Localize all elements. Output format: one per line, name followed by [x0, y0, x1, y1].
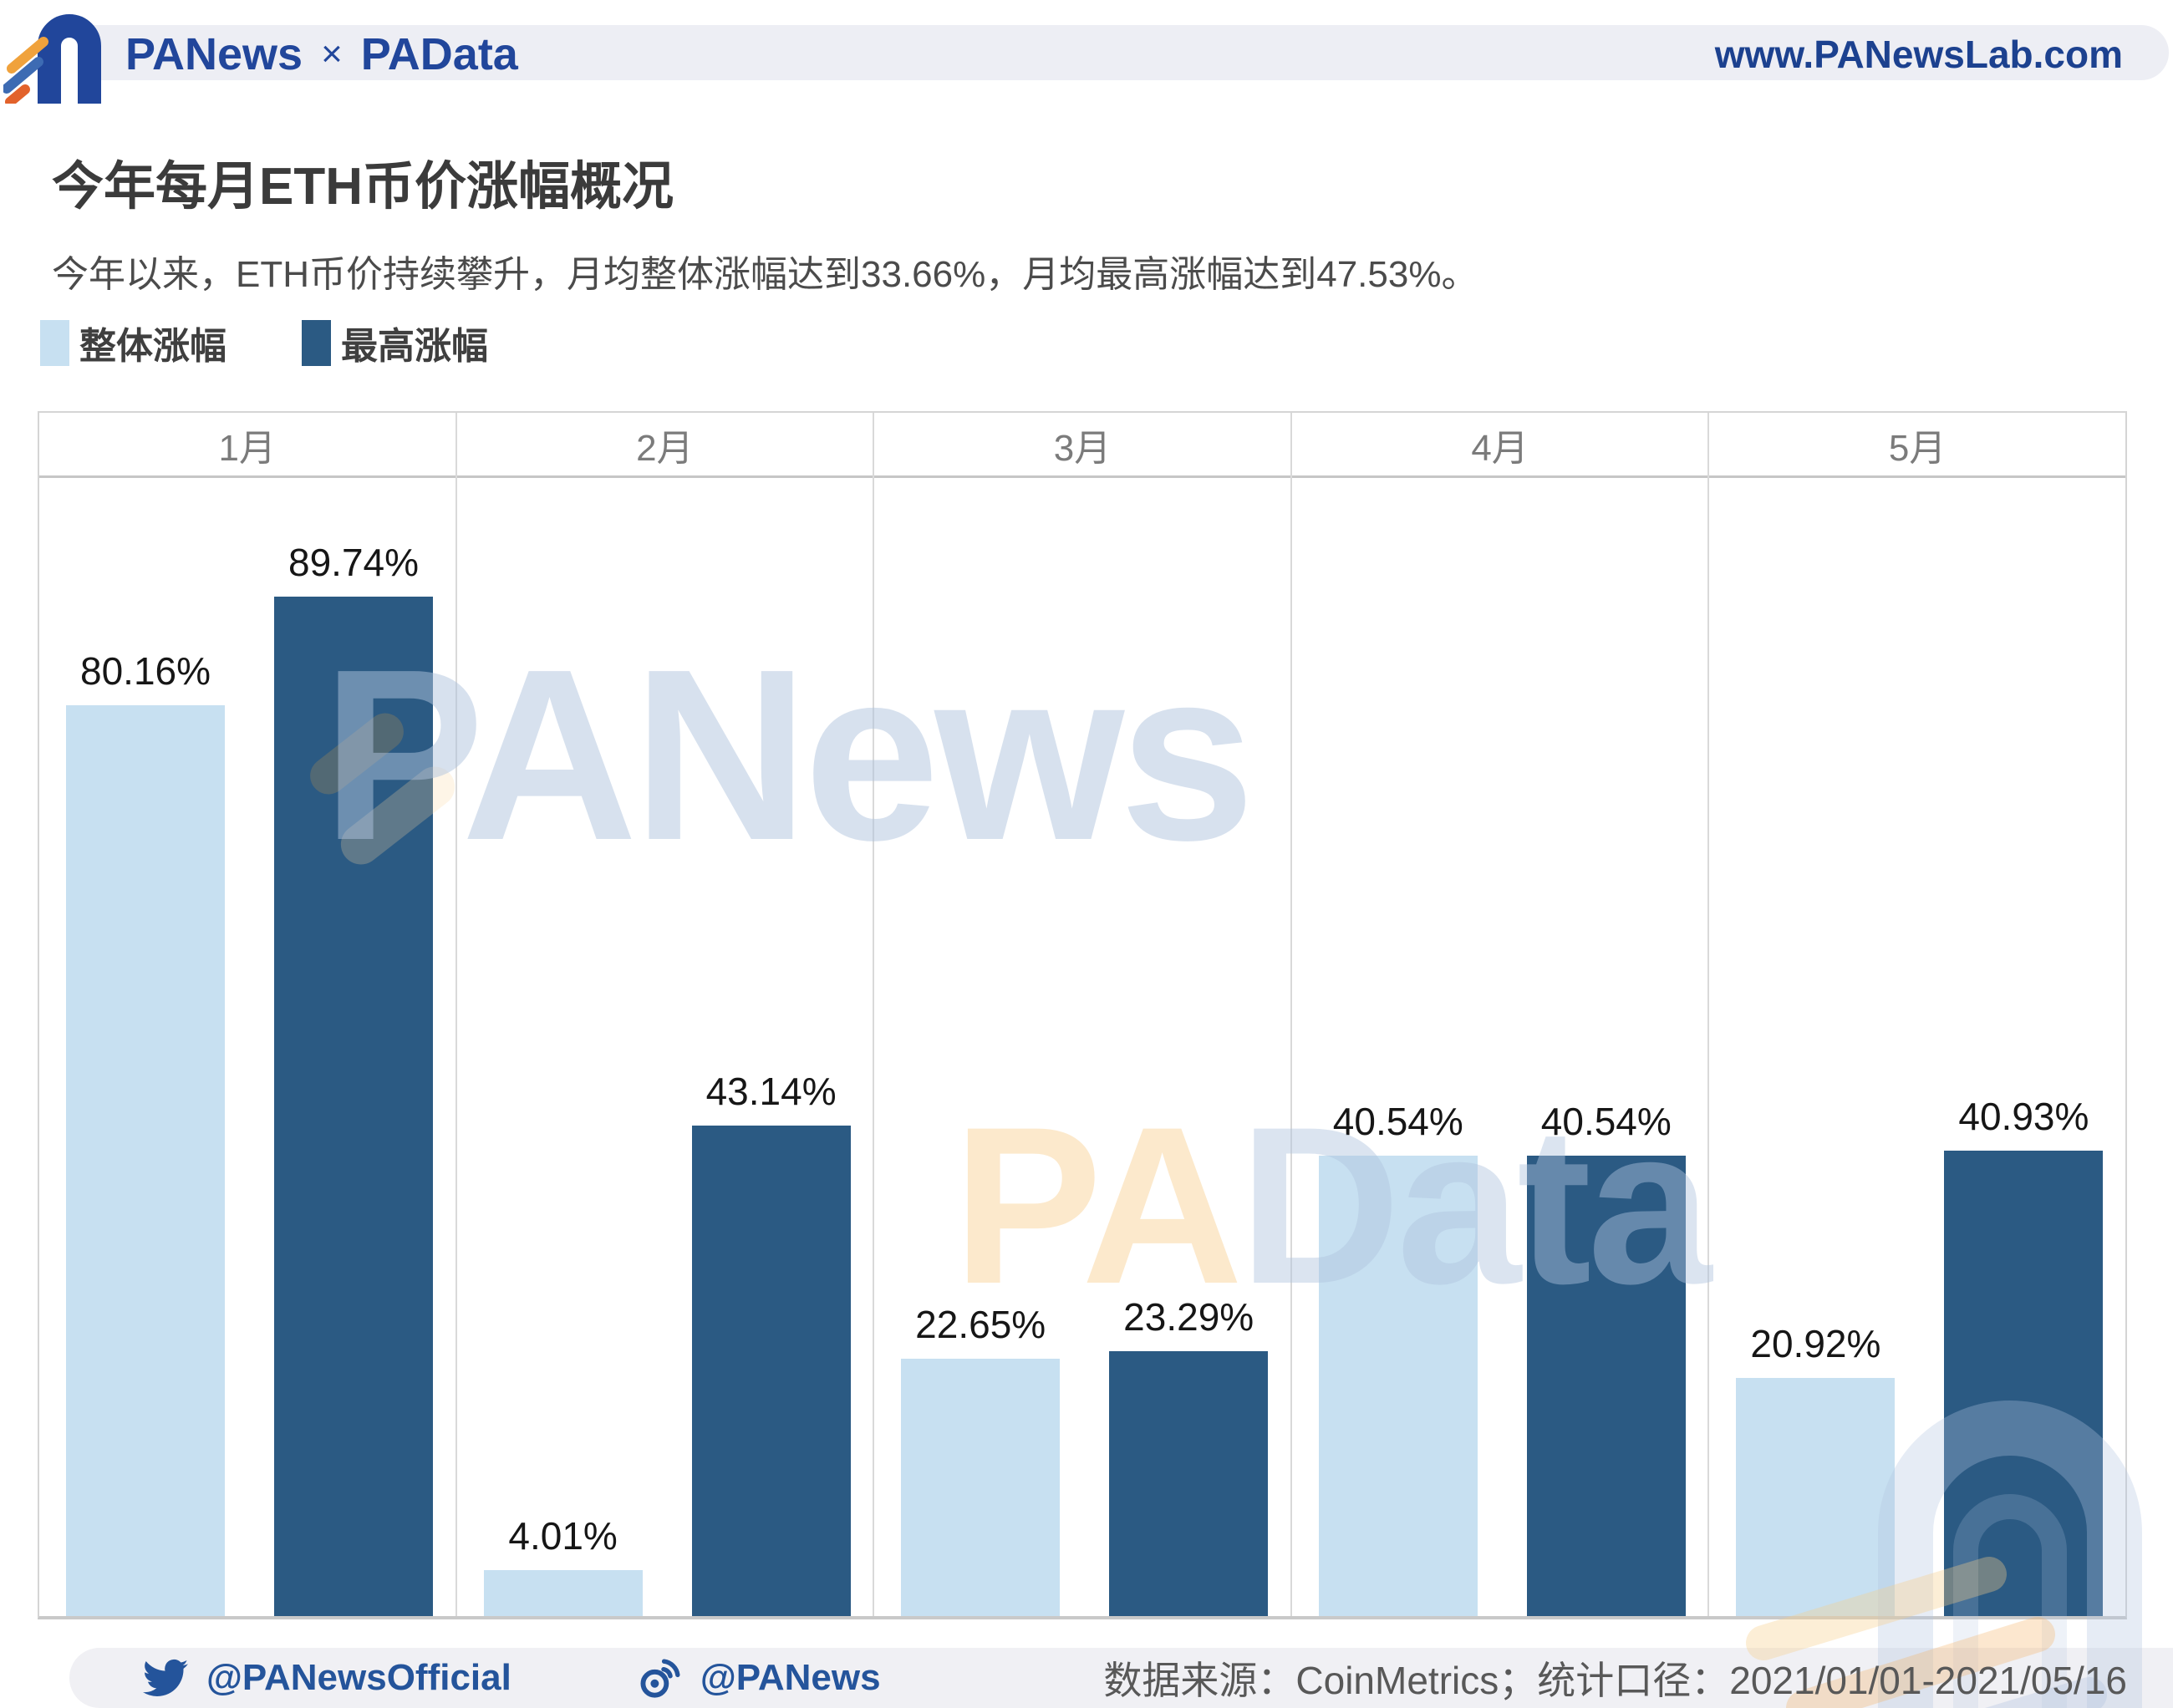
footer-content: @PANewsOfficial @PANews 数据来源：CoinMetrics… [69, 1648, 2173, 1708]
legend-swatch-overall [40, 319, 69, 366]
bar-overall-gain [66, 705, 225, 1616]
data-source-text: 数据来源：CoinMetrics；统计口径：2021/01/01-2021/05… [1103, 1659, 2127, 1702]
website-url: www.PANewsLab.com [1714, 33, 2123, 76]
bar-value-label: 4.01% [508, 1514, 618, 1558]
chart-frame: 1月 80.16% 89.74% 2月 4.01% 43.14% 3月 22.65% 23.29… [38, 411, 2127, 1619]
chart-legend: 整体涨幅 最高涨幅 [40, 316, 563, 369]
bar-overall-gain [901, 1359, 1061, 1616]
bar-value-label: 23.29% [1123, 1295, 1254, 1339]
legend-swatch-max [302, 319, 331, 366]
weibo-icon [640, 1659, 680, 1698]
month-plot: 80.16% 89.74% [39, 478, 455, 1616]
bar-overall-gain [1318, 1156, 1478, 1616]
page-title: 今年每月ETH币价涨幅概况 [52, 158, 674, 216]
bar-value-label: 43.14% [705, 1070, 837, 1113]
month-panel: 5月 20.92% 40.93% [1709, 413, 2125, 1616]
footer-band [69, 1648, 2173, 1708]
bar-value-label: 20.92% [1750, 1322, 1881, 1365]
month-panel: 1月 80.16% 89.74% [39, 413, 457, 1616]
month-label: 4月 [1291, 413, 1708, 478]
brand-lockup: PANews × PAData [125, 28, 518, 81]
twitter-icon [143, 1659, 188, 1696]
bar-max-gain [1526, 1156, 1686, 1616]
legend-label-overall: 整体涨幅 [79, 326, 226, 367]
month-label: 3月 [874, 413, 1290, 478]
month-panel: 4月 40.54% 40.54% [1291, 413, 1710, 1616]
brand-panews: PANews [125, 29, 303, 79]
bar-max-gain [1944, 1151, 2104, 1616]
panews-logo-icon [3, 14, 101, 104]
bar-value-label: 40.54% [1540, 1100, 1672, 1143]
bar-max-gain [274, 597, 433, 1616]
page-subtitle: 今年以来，ETH币价持续攀升，月均整体涨幅达到33.66%，月均最高涨幅达到47… [52, 254, 1478, 295]
bar-overall-gain [1736, 1378, 1896, 1616]
month-plot: 20.92% 40.93% [1709, 478, 2125, 1616]
chart-columns: 1月 80.16% 89.74% 2月 4.01% 43.14% 3月 22.65% 23.29… [39, 413, 2125, 1616]
month-label: 1月 [39, 413, 455, 478]
month-panel: 3月 22.65% 23.29% [874, 413, 1292, 1616]
month-plot: 4.01% 43.14% [457, 478, 873, 1616]
month-panel: 2月 4.01% 43.14% [456, 413, 875, 1616]
legend-label-max: 最高涨幅 [341, 326, 488, 367]
bar-max-gain [691, 1126, 851, 1616]
month-plot: 22.65% 23.29% [874, 478, 1290, 1616]
bar-value-label: 40.54% [1332, 1100, 1463, 1143]
bar-max-gain [1109, 1351, 1269, 1616]
brand-padata: PAData [360, 29, 518, 79]
month-label: 2月 [456, 413, 873, 478]
bar-value-label: 22.65% [915, 1303, 1046, 1346]
month-label: 5月 [1709, 413, 2125, 478]
twitter-handle: @PANewsOfficial [206, 1657, 511, 1698]
bar-value-label: 40.93% [1958, 1095, 2089, 1138]
bar-value-label: 80.16% [79, 649, 211, 693]
brand-separator: × [321, 33, 343, 74]
bar-value-label: 89.74% [288, 541, 420, 584]
bar-overall-gain [483, 1570, 643, 1616]
header-band [82, 25, 2169, 80]
month-plot: 40.54% 40.54% [1292, 478, 1708, 1616]
weibo-handle: @PANews [700, 1657, 881, 1698]
